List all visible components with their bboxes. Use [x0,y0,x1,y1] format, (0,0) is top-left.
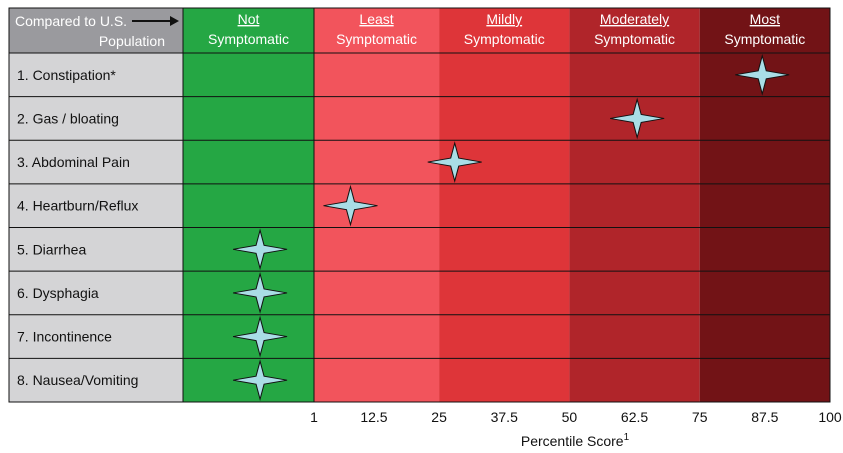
category-label: 2. Gas / bloating [17,110,119,126]
category-label: 3. Abdominal Pain [17,154,130,170]
corner-label-line2: Population [99,33,165,49]
corner-header-cell [9,8,183,53]
category-label: 7. Incontinence [17,329,112,345]
column-header-top: Moderately [600,11,669,27]
star-marker [427,141,482,184]
x-tick-label: 1 [310,409,318,425]
corner-arrow-icon [170,16,179,26]
x-tick-label: 37.5 [491,409,518,425]
column-header-top: Mildly [486,11,522,27]
x-tick-label: 50 [562,409,578,425]
column-header-bottom: Symptomatic [594,31,675,47]
column-header-bottom: Symptomatic [724,31,805,47]
column-header-bottom: Symptomatic [464,31,545,47]
category-label: 1. Constipation* [17,67,116,83]
band-mildly [439,8,570,402]
x-tick-label: 75 [692,409,708,425]
star-marker [232,228,288,271]
severity-bands [183,8,830,402]
x-tick-label: 87.5 [751,409,778,425]
category-label: 4. Heartburn/Reflux [17,198,138,214]
column-header-top: Most [750,11,780,27]
star-marker [232,315,288,358]
star-marker [323,184,378,227]
band-not [183,8,314,402]
x-tick-label: 12.5 [360,409,387,425]
chart-frame [8,7,831,403]
x-axis: 1 12.5 25 37.5 50 62.5 75 87.5 100 Percentile Sco… [310,409,842,449]
column-header-top: Least [359,11,393,27]
category-label: 8. Nausea/Vomiting [17,372,138,388]
star-marker [610,97,665,140]
column-header-bottom: Symptomatic [208,31,289,47]
corner-label-line1: Compared to U.S. [15,13,127,29]
star-marker [232,359,288,402]
row-gridlines [8,7,831,403]
category-label: 6. Dysphagia [17,285,99,301]
x-tick-label: 62.5 [621,409,648,425]
category-label-column: Compared to U.S. Population 1. Constipatio… [9,8,183,402]
star-marker [232,271,288,314]
x-axis-label: Percentile Score1 [521,432,630,449]
x-tick-label: 100 [818,409,842,425]
data-markers [232,53,790,402]
star-marker [735,53,790,96]
column-header-top: Not [238,11,260,27]
category-label: 5. Diarrhea [17,241,86,257]
column-headers: Not Symptomatic Least Symptomatic Mildly Symp… [208,11,805,47]
column-header-bottom: Symptomatic [336,31,417,47]
x-axis-label-superscript: 1 [624,432,630,443]
band-moderately [569,8,700,402]
x-tick-label: 25 [431,409,447,425]
